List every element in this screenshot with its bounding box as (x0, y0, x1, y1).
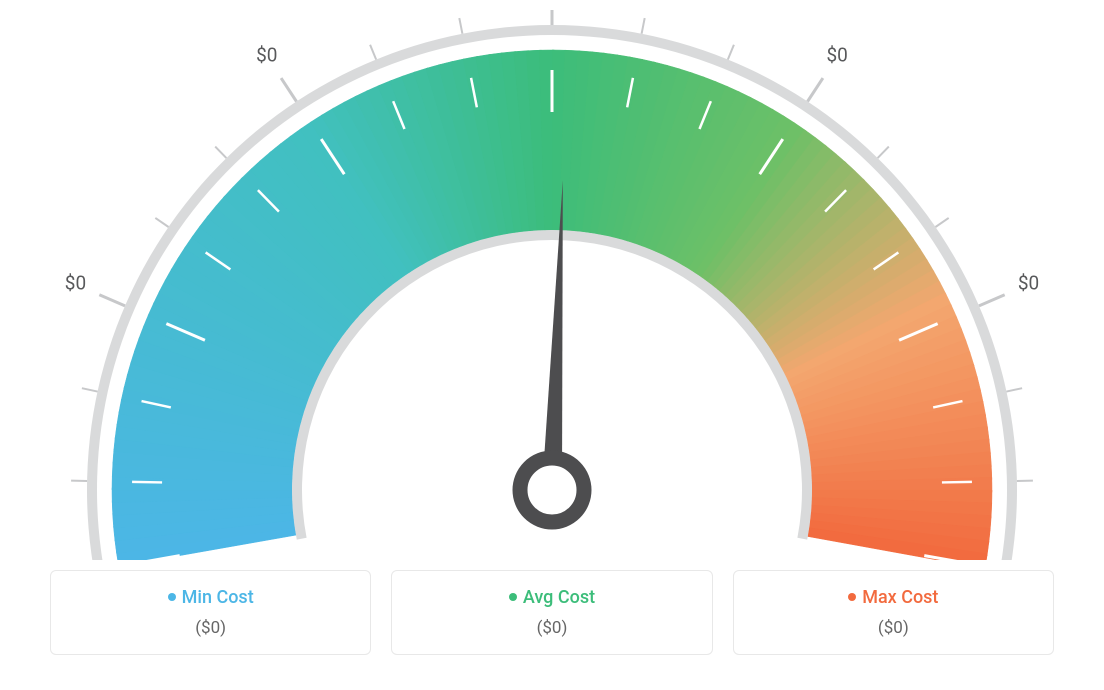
legend-text-max: Max Cost (862, 587, 938, 608)
legend-value-min: ($0) (61, 618, 360, 638)
legend-box-avg: Avg Cost ($0) (391, 570, 712, 655)
legend-dot-min (168, 593, 176, 601)
svg-text:$0: $0 (827, 43, 848, 66)
legend-label-min: Min Cost (61, 587, 360, 608)
svg-text:$0: $0 (65, 271, 86, 294)
legend-dot-max (848, 593, 856, 601)
svg-text:$0: $0 (256, 43, 277, 66)
legend-text-avg: Avg Cost (523, 587, 595, 608)
legend-label-max: Max Cost (744, 587, 1043, 608)
legend-box-max: Max Cost ($0) (733, 570, 1054, 655)
legend-text-min: Min Cost (182, 587, 254, 608)
svg-text:$0: $0 (1018, 271, 1039, 294)
gauge-svg: $0$0$0$0$0$0$0 (0, 10, 1104, 560)
legend-value-max: ($0) (744, 618, 1043, 638)
legend-value-avg: ($0) (402, 618, 701, 638)
gauge-chart: $0$0$0$0$0$0$0 (0, 0, 1104, 560)
legend-label-avg: Avg Cost (402, 587, 701, 608)
legend-dot-avg (509, 593, 517, 601)
legend-row: Min Cost ($0) Avg Cost ($0) Max Cost ($0… (0, 570, 1104, 655)
legend-box-min: Min Cost ($0) (50, 570, 371, 655)
